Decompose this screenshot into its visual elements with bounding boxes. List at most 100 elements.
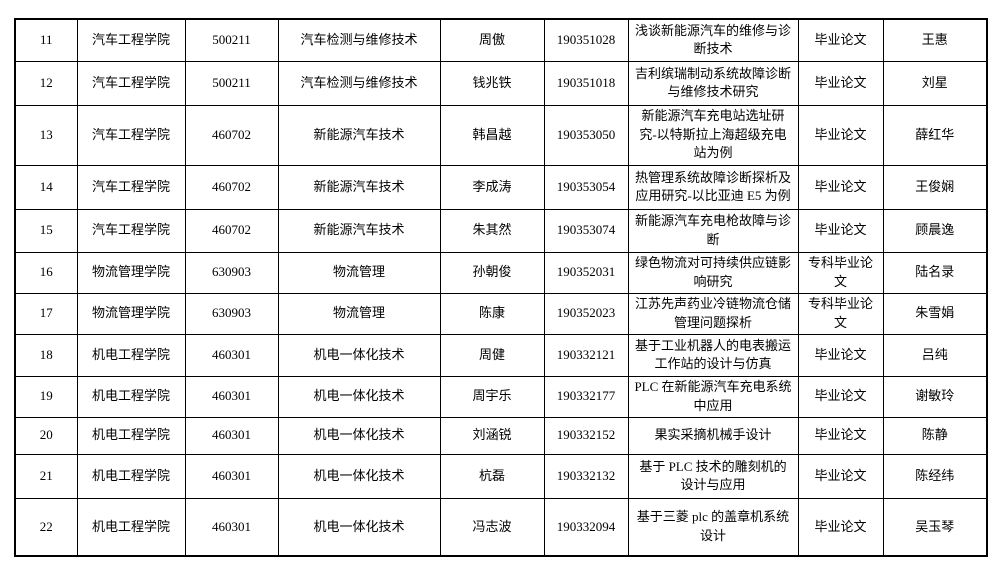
table-row: 22 机电工程学院 460301 机电一体化技术 冯志波 190332094 基… — [14, 497, 988, 557]
major-code-cell: 500211 — [184, 18, 279, 62]
student-name-cell: 钱兆铁 — [439, 60, 545, 106]
table-row: 11 汽车工程学院 500211 汽车检测与维修技术 周傲 190351028 … — [14, 18, 988, 62]
thesis-title-cell: 基于三菱 plc 的盖章机系统设计 — [627, 497, 799, 557]
row-number-cell: 19 — [14, 375, 78, 418]
major-code-cell: 460301 — [184, 453, 279, 499]
row-number-cell: 18 — [14, 333, 78, 377]
major-code-cell: 460301 — [184, 416, 279, 455]
major-cell: 新能源汽车技术 — [277, 208, 441, 253]
student-id-cell: 190352031 — [543, 251, 629, 294]
student-name-cell: 刘涵锐 — [439, 416, 545, 455]
thesis-type-cell: 毕业论文 — [797, 416, 884, 455]
thesis-title-cell: 江苏先声药业冷链物流仓储管理问题探析 — [627, 292, 799, 335]
row-number-cell: 12 — [14, 60, 78, 106]
student-id-cell: 190353054 — [543, 164, 629, 210]
student-name-cell: 杭磊 — [439, 453, 545, 499]
table-row: 13 汽车工程学院 460702 新能源汽车技术 韩昌越 190353050 新… — [14, 104, 988, 166]
major-cell: 机电一体化技术 — [277, 416, 441, 455]
student-id-cell: 190351028 — [543, 18, 629, 62]
table-row: 12 汽车工程学院 500211 汽车检测与维修技术 钱兆铁 190351018… — [14, 60, 988, 106]
table-row: 18 机电工程学院 460301 机电一体化技术 周健 190332121 基于… — [14, 333, 988, 377]
advisor-cell: 王俊娴 — [882, 164, 988, 210]
major-code-cell: 460702 — [184, 104, 279, 166]
student-name-cell: 周健 — [439, 333, 545, 377]
major-cell: 新能源汽车技术 — [277, 164, 441, 210]
major-cell: 物流管理 — [277, 292, 441, 335]
thesis-title-cell: 基于 PLC 技术的雕刻机的设计与应用 — [627, 453, 799, 499]
major-code-cell: 500211 — [184, 60, 279, 106]
student-name-cell: 韩昌越 — [439, 104, 545, 166]
thesis-type-cell: 毕业论文 — [797, 60, 884, 106]
table-row: 16 物流管理学院 630903 物流管理 孙朝俊 190352031 绿色物流… — [14, 251, 988, 294]
college-cell: 机电工程学院 — [76, 453, 186, 499]
college-cell: 物流管理学院 — [76, 292, 186, 335]
advisor-cell: 刘星 — [882, 60, 988, 106]
row-number-cell: 20 — [14, 416, 78, 455]
thesis-type-cell: 毕业论文 — [797, 18, 884, 62]
student-id-cell: 190332177 — [543, 375, 629, 418]
college-cell: 汽车工程学院 — [76, 18, 186, 62]
thesis-type-cell: 毕业论文 — [797, 497, 884, 557]
row-number-cell: 16 — [14, 251, 78, 294]
thesis-type-cell: 毕业论文 — [797, 104, 884, 166]
advisor-cell: 陆名录 — [882, 251, 988, 294]
thesis-type-cell: 毕业论文 — [797, 208, 884, 253]
advisor-cell: 吴玉琴 — [882, 497, 988, 557]
advisor-cell: 王惠 — [882, 18, 988, 62]
thesis-type-cell: 毕业论文 — [797, 333, 884, 377]
college-cell: 机电工程学院 — [76, 416, 186, 455]
thesis-title-cell: 绿色物流对可持续供应链影响研究 — [627, 251, 799, 294]
table-row: 14 汽车工程学院 460702 新能源汽车技术 李成涛 190353054 热… — [14, 164, 988, 210]
row-number-cell: 17 — [14, 292, 78, 335]
advisor-cell: 吕纯 — [882, 333, 988, 377]
student-name-cell: 周宇乐 — [439, 375, 545, 418]
row-number-cell: 13 — [14, 104, 78, 166]
college-cell: 汽车工程学院 — [76, 208, 186, 253]
thesis-type-cell: 专科毕业论文 — [797, 292, 884, 335]
thesis-title-cell: 新能源汽车充电站选址研究-以特斯拉上海超级充电站为例 — [627, 104, 799, 166]
student-name-cell: 陈康 — [439, 292, 545, 335]
thesis-type-cell: 毕业论文 — [797, 453, 884, 499]
row-number-cell: 22 — [14, 497, 78, 557]
advisor-cell: 薛红华 — [882, 104, 988, 166]
table-row: 19 机电工程学院 460301 机电一体化技术 周宇乐 190332177 P… — [14, 375, 988, 418]
student-id-cell: 190353050 — [543, 104, 629, 166]
major-code-cell: 460702 — [184, 164, 279, 210]
row-number-cell: 14 — [14, 164, 78, 210]
table-row: 17 物流管理学院 630903 物流管理 陈康 190352023 江苏先声药… — [14, 292, 988, 335]
college-cell: 物流管理学院 — [76, 251, 186, 294]
thesis-title-cell: 基于工业机器人的电表搬运工作站的设计与仿真 — [627, 333, 799, 377]
student-id-cell: 190332121 — [543, 333, 629, 377]
major-code-cell: 630903 — [184, 251, 279, 294]
student-name-cell: 冯志波 — [439, 497, 545, 557]
thesis-title-cell: 热管理系统故障诊断探析及应用研究-以比亚迪 E5 为例 — [627, 164, 799, 210]
major-cell: 机电一体化技术 — [277, 375, 441, 418]
thesis-title-cell: PLC 在新能源汽车充电系统中应用 — [627, 375, 799, 418]
major-cell: 汽车检测与维修技术 — [277, 60, 441, 106]
advisor-cell: 谢敏玲 — [882, 375, 988, 418]
advisor-cell: 陈静 — [882, 416, 988, 455]
major-cell: 物流管理 — [277, 251, 441, 294]
major-code-cell: 460301 — [184, 497, 279, 557]
thesis-title-cell: 新能源汽车充电枪故障与诊断 — [627, 208, 799, 253]
row-number-cell: 15 — [14, 208, 78, 253]
major-cell: 机电一体化技术 — [277, 453, 441, 499]
college-cell: 汽车工程学院 — [76, 104, 186, 166]
college-cell: 机电工程学院 — [76, 333, 186, 377]
thesis-title-cell: 吉利缤瑞制动系统故障诊断与维修技术研究 — [627, 60, 799, 106]
major-code-cell: 630903 — [184, 292, 279, 335]
major-cell: 机电一体化技术 — [277, 333, 441, 377]
row-number-cell: 21 — [14, 453, 78, 499]
student-id-cell: 190332152 — [543, 416, 629, 455]
major-cell: 新能源汽车技术 — [277, 104, 441, 166]
major-cell: 机电一体化技术 — [277, 497, 441, 557]
student-id-cell: 190352023 — [543, 292, 629, 335]
major-cell: 汽车检测与维修技术 — [277, 18, 441, 62]
advisor-cell: 陈经纬 — [882, 453, 988, 499]
advisor-cell: 朱雪娟 — [882, 292, 988, 335]
table-row: 15 汽车工程学院 460702 新能源汽车技术 朱其然 190353074 新… — [14, 208, 988, 253]
student-name-cell: 朱其然 — [439, 208, 545, 253]
thesis-type-cell: 专科毕业论文 — [797, 251, 884, 294]
student-id-cell: 190332132 — [543, 453, 629, 499]
student-id-cell: 190353074 — [543, 208, 629, 253]
